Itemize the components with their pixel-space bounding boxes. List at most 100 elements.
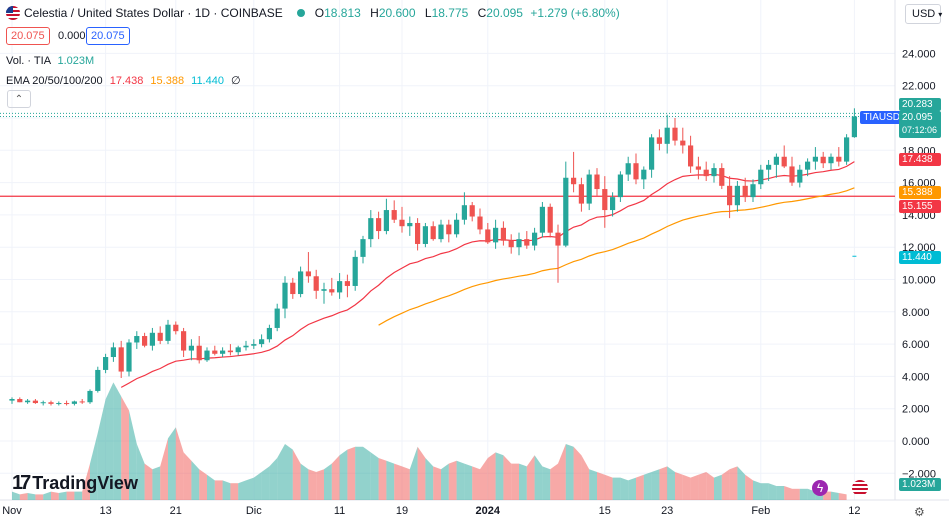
volume-area-segment (160, 438, 168, 500)
volume-area-segment (487, 452, 496, 500)
symbol-tag: TIAUSD (860, 111, 903, 124)
volume-area-segment (659, 466, 668, 500)
volume-area-segment (238, 480, 246, 500)
candle-body (227, 350, 233, 353)
candle-body (766, 164, 772, 170)
candle-body (672, 127, 678, 141)
volume-area-segment (386, 460, 395, 500)
candle-body (547, 206, 553, 233)
volume-area-segment (558, 444, 566, 500)
volume-area-segment (511, 463, 519, 500)
symbol-header: Celestia / United States Dollar · 1D · C… (6, 6, 620, 20)
volume-area-segment (675, 472, 683, 500)
volume-area-segment (324, 463, 332, 500)
volume-area-segment (97, 399, 106, 500)
volume-area-segment (363, 446, 371, 500)
candle-body (235, 347, 241, 353)
candle-body (641, 169, 647, 180)
volume-legend[interactable]: Vol. · TIA 1.023M (6, 55, 95, 67)
volume-area-segment (784, 486, 792, 500)
candle-body (157, 332, 163, 341)
volume-area-segment (636, 474, 644, 500)
candle-body (493, 227, 499, 243)
y-tick-label: 4.000 (902, 371, 930, 383)
candle-body (142, 336, 148, 346)
candle-body (438, 224, 444, 240)
candle-body (610, 197, 616, 211)
volume-area-segment (90, 432, 98, 500)
symbol-title[interactable]: Celestia / United States Dollar · 1D · C… (24, 6, 283, 20)
volume-area-segment (526, 455, 535, 500)
candle-body (220, 350, 226, 354)
volume-area-segment (573, 446, 582, 500)
volume-area-segment (495, 452, 504, 500)
candle-body (446, 224, 452, 235)
candle-body (633, 163, 639, 180)
candle-body (71, 401, 77, 404)
volume-tag: 1.023M (899, 478, 941, 491)
tradingview-logo[interactable]: 17 TradingView (12, 472, 138, 494)
volume-area-segment (331, 455, 340, 500)
volume-area-segment (737, 466, 746, 500)
volume-area-segment (620, 477, 629, 500)
volume-area-segment (394, 463, 402, 500)
candle-body (758, 169, 764, 185)
candle-body (9, 399, 15, 401)
volume-area-segment (792, 488, 800, 500)
us-flag-icon (6, 6, 20, 20)
volume-area-segment (799, 488, 808, 500)
candle-body (32, 400, 38, 404)
volume-area-segment (35, 494, 44, 500)
volume-area-segment (105, 382, 114, 500)
candle-body (274, 308, 280, 328)
candle-body (259, 339, 265, 345)
volume-area-segment (612, 477, 621, 500)
candle-body (727, 185, 733, 206)
candle-body (87, 390, 93, 403)
buy-price-button[interactable]: 20.075 (86, 27, 130, 45)
volume-area-segment (168, 427, 176, 500)
y-tick-label: 24.000 (902, 48, 936, 60)
candle-body (571, 177, 577, 185)
collapse-legend-button[interactable]: ⌃ (7, 90, 31, 108)
candle-body (391, 210, 397, 220)
candle-body (352, 256, 358, 286)
spread-value: 0.000 (58, 30, 86, 42)
candle-body (212, 350, 218, 354)
candle-body (516, 239, 522, 248)
candle-body (524, 239, 530, 246)
ema100-tag: 11.440 (899, 251, 941, 264)
candle-body (664, 127, 670, 144)
candle-body (797, 169, 803, 183)
volume-area-segment (152, 466, 161, 500)
settings-gear-icon[interactable]: ⚙ (914, 505, 925, 519)
x-tick-label: 19 (396, 505, 408, 517)
sell-price-button[interactable]: 20.075 (6, 27, 50, 45)
currency-select[interactable]: USD ▾ (905, 4, 942, 24)
volume-area-segment (729, 466, 738, 500)
volume-area-segment (409, 446, 418, 500)
volume-area-segment (565, 444, 574, 500)
volume-area-segment (12, 491, 20, 500)
candle-body (836, 156, 842, 162)
volume-area-segment (417, 446, 426, 500)
volume-area-segment (698, 472, 707, 500)
volume-area-segment (136, 444, 145, 500)
volume-area-segment (760, 483, 769, 500)
volume-area-segment (838, 493, 847, 500)
x-tick-label: 2024 (476, 505, 501, 517)
market-status-icon (296, 9, 305, 17)
volume-area-segment (550, 463, 558, 500)
ema-legend[interactable]: EMA 20/50/100/200 17.438 15.388 11.440 ∅ (6, 75, 241, 87)
candle-body (532, 232, 538, 246)
candle-body (64, 403, 70, 405)
lightning-icon[interactable]: ϟ (812, 480, 828, 496)
us-flag-icon[interactable] (852, 480, 868, 496)
candle-body (95, 369, 101, 391)
y-tick-label: −2.000 (902, 468, 936, 480)
candle-body (851, 116, 857, 138)
volume-area-segment (74, 491, 83, 500)
candle-body (337, 281, 343, 293)
candle-body (773, 156, 779, 165)
